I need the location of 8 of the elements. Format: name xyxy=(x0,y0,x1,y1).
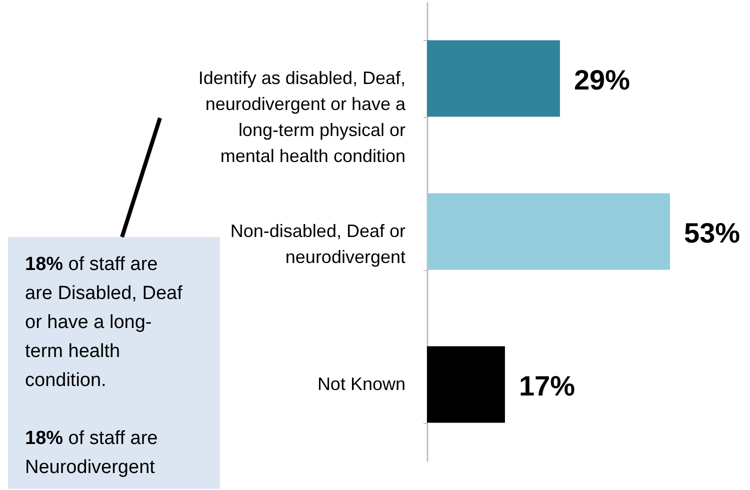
data-label: 29% xyxy=(574,64,630,96)
y-tick-label: Identify as disabled, Deaf, neurodivergent or have a long-term physical or mental health condition xyxy=(198,68,406,166)
data-label: 17% xyxy=(518,370,576,402)
text: 18% of staff are are Disabled, Deaf or have a long-term health condition. xyxy=(25,254,184,391)
y-tick-label: Non-disabled, Deaf or neurodivergent xyxy=(230,221,406,267)
y-tick-label: Not Known xyxy=(317,374,406,394)
text: 18% of staff are Neurodivergent xyxy=(25,428,158,478)
data-label: 53% xyxy=(684,218,740,248)
